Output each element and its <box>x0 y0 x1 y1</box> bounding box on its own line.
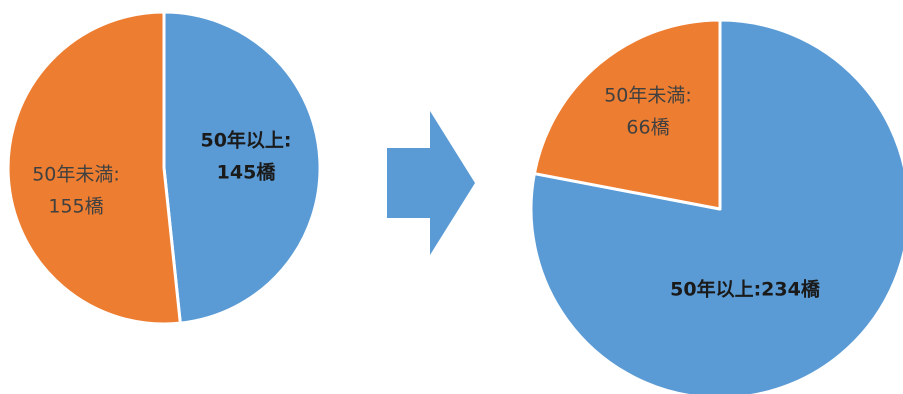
pie-chart-current: 50年以上: 145橋 50年未満: 155橋 <box>6 10 322 326</box>
data-label-under-50-years: 155橋 <box>48 196 103 218</box>
data-label-over-50-years: 145橋 <box>217 161 277 184</box>
data-label-under-50-years: 50年未満: <box>32 164 120 186</box>
data-label-under-50-years: 66橋 <box>626 117 669 139</box>
right-arrow-icon <box>387 111 475 255</box>
pie-slice-under-50-years <box>6 10 182 326</box>
data-label-under-50-years: 50年未満: <box>604 85 692 107</box>
data-label-over-50-years: 50年以上:234橋 <box>670 278 821 301</box>
data-label-over-50-years: 50年以上: <box>200 129 291 152</box>
pie-slice-over-50-years <box>162 10 322 325</box>
pie-slice-over-50-years <box>529 18 903 394</box>
pie-slice-under-50-years <box>532 18 722 211</box>
pie-chart-future: 50年以上:234橋 50年未満: 66橋 <box>529 18 903 394</box>
